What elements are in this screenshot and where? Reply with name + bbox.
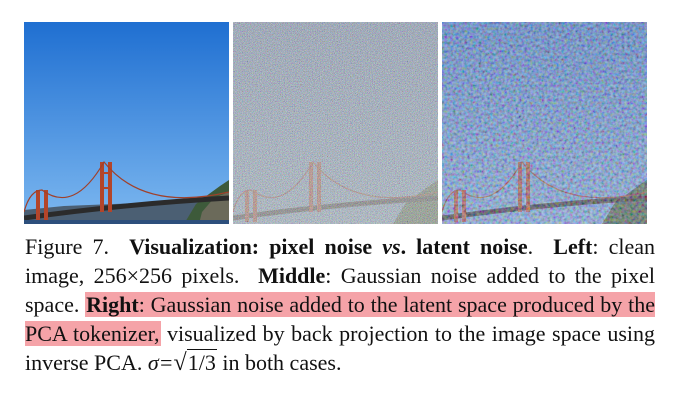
caption-separator: . — [527, 234, 534, 259]
caption-rest: visualized by back projection to the ima… — [25, 321, 656, 375]
right-description: : Gaussian noise added to the latent spa… — [25, 292, 655, 346]
bridge-image-clean — [24, 22, 229, 224]
figure-label: Figure 7. — [25, 234, 110, 259]
sqrt-expression: √1/3 — [174, 348, 217, 378]
latent-noise-panel — [442, 22, 647, 224]
left-label: Left — [553, 234, 593, 259]
caption-end: in both cases. — [216, 350, 342, 375]
right-label: Right — [86, 292, 139, 317]
pixel-noise-panel — [233, 22, 438, 224]
caption-title-part-b: . latent noise — [400, 234, 528, 259]
middle-description: : Gaussian noise added to the pixel spac… — [25, 263, 656, 317]
sqrt-symbol: √ — [173, 350, 187, 376]
figure-caption: Figure 7. Visualization: pixel noise vs.… — [25, 232, 655, 378]
middle-label: Middle — [258, 263, 326, 288]
bridge-image-pixel-noise — [233, 22, 438, 224]
bridge-image-latent-noise — [442, 22, 647, 224]
figure-panels — [24, 22, 648, 224]
caption-title-vs: vs — [382, 234, 401, 259]
sigma-expression: σ= — [147, 350, 174, 375]
clean-image-panel — [24, 22, 229, 224]
caption-title-part-a: Visualization: pixel noise — [129, 234, 373, 259]
caption-title: Visualization: pixel noise vs. latent no… — [129, 234, 528, 259]
sqrt-value: 1/3 — [186, 349, 217, 375]
left-description: : clean image, 256×256 pixels. — [25, 234, 655, 288]
